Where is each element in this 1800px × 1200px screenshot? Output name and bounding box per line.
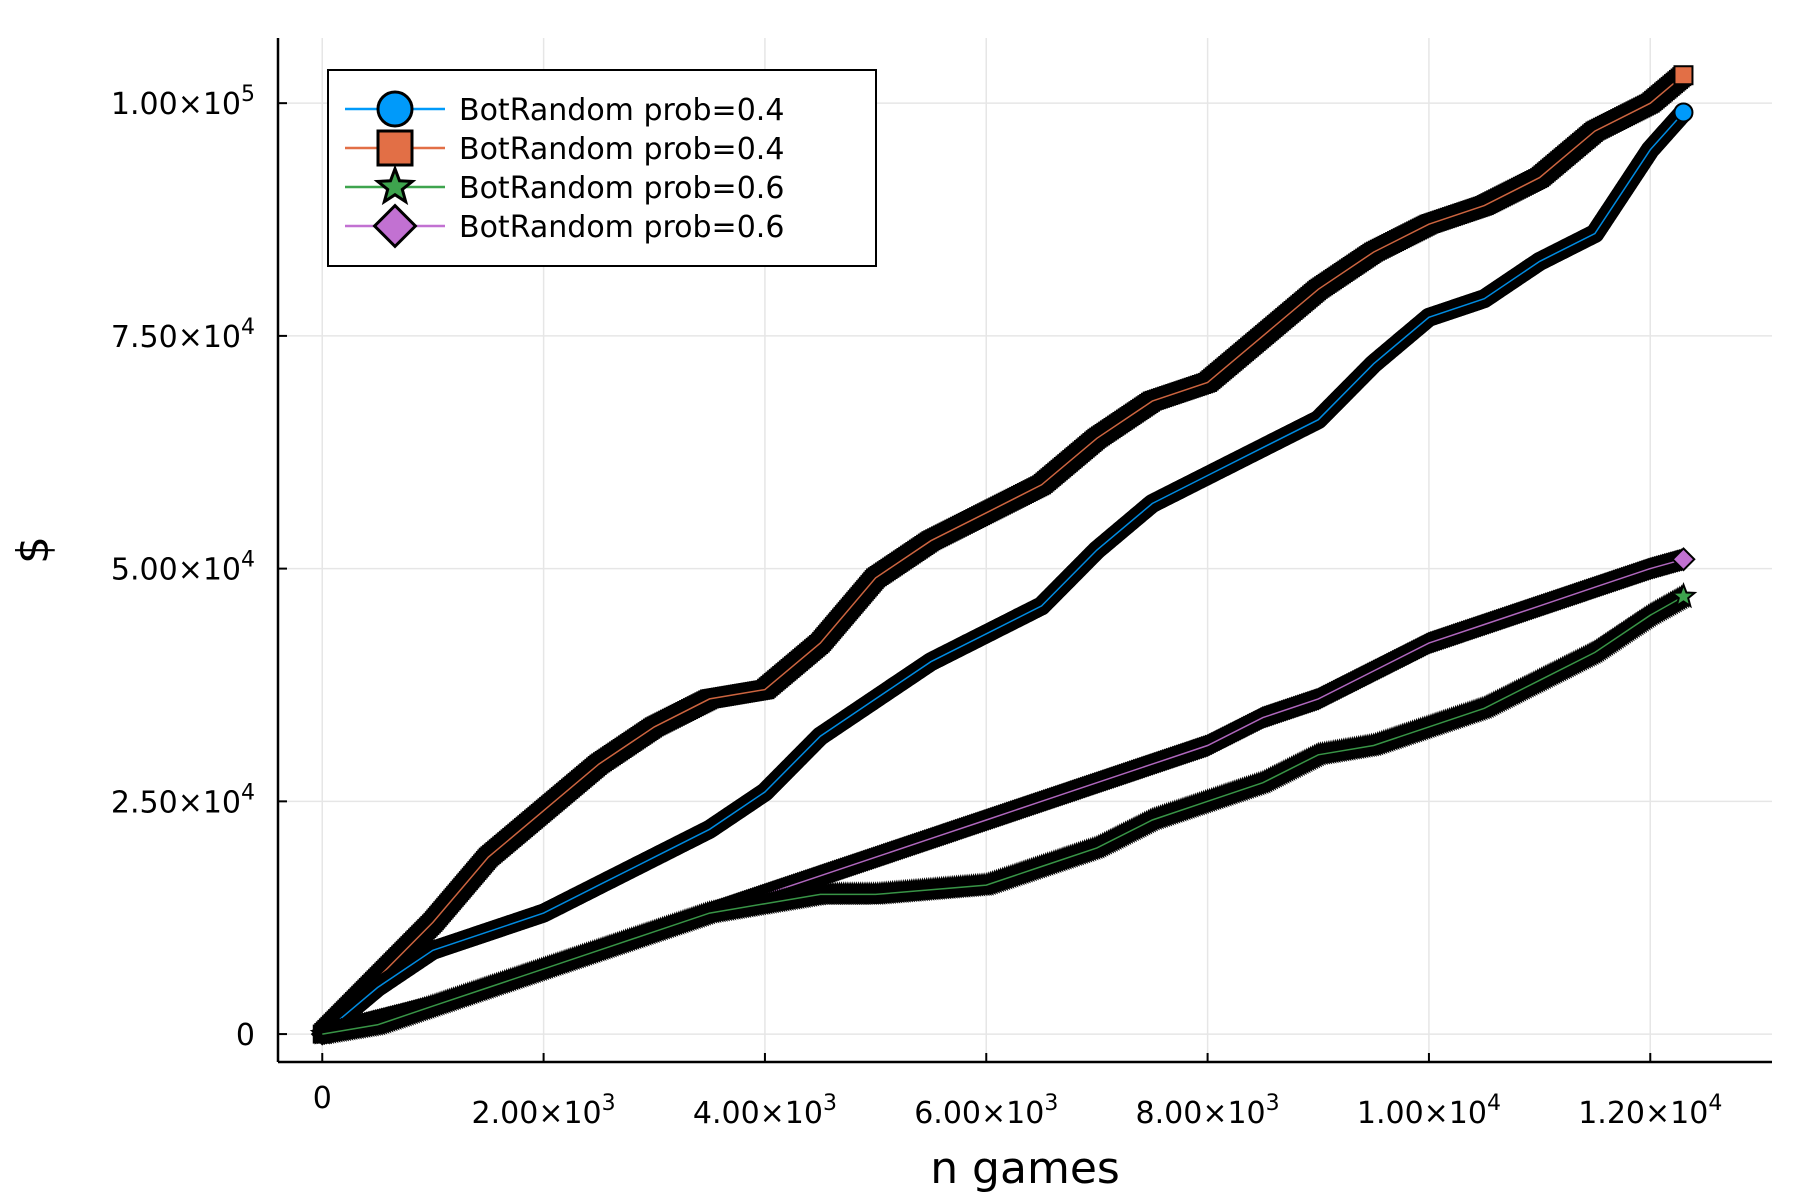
legend: BotRandom prob=0.4 BotRandom prob=0.4 BotR… bbox=[327, 69, 877, 267]
series-end-marker bbox=[1673, 65, 1694, 86]
x-axis-label: n games bbox=[930, 1143, 1120, 1194]
legend-label: BotRandom prob=0.6 bbox=[459, 210, 784, 245]
legend-star-icon bbox=[373, 164, 417, 206]
x-tick-label: 4.00×103 bbox=[693, 1091, 837, 1131]
series-end-marker bbox=[1669, 581, 1698, 609]
series-end-marker bbox=[1673, 102, 1694, 123]
legend-box bbox=[327, 69, 877, 267]
series-3 bbox=[309, 581, 1698, 1045]
series-1 bbox=[312, 102, 1694, 1044]
x-tick-label: 2.00×103 bbox=[472, 1091, 616, 1131]
x-tick-exponent: 4 bbox=[1708, 1091, 1722, 1116]
legend-item: BotRandom prob=0.6 bbox=[345, 203, 784, 249]
legend-label: BotRandom prob=0.4 bbox=[459, 93, 784, 128]
y-tick-exponent: 4 bbox=[241, 548, 255, 573]
series-3-marker-band bbox=[309, 584, 1695, 1045]
x-tick-exponent: 3 bbox=[823, 1091, 837, 1116]
x-tick-label: 1.00×104 bbox=[1357, 1091, 1501, 1131]
legend-square-icon bbox=[376, 129, 414, 167]
legend-diamond-icon bbox=[372, 203, 418, 249]
y-tick-label: 5.00×104 bbox=[111, 548, 255, 588]
legend-item: BotRandom prob=0.6 bbox=[345, 164, 784, 206]
y-tick-label: 0 bbox=[236, 1018, 255, 1053]
x-tick-exponent: 3 bbox=[1266, 1091, 1280, 1116]
y-axis-label: $ bbox=[8, 536, 59, 564]
x-tick-label: 8.00×103 bbox=[1136, 1091, 1280, 1131]
series-line bbox=[321, 74, 1684, 1035]
x-tick-exponent: 3 bbox=[1044, 1091, 1058, 1116]
series-2 bbox=[312, 65, 1694, 1044]
legend-label: BotRandom prob=0.4 bbox=[459, 132, 784, 167]
legend-item: BotRandom prob=0.4 bbox=[345, 90, 784, 128]
legend-label: BotRandom prob=0.6 bbox=[459, 171, 784, 206]
x-tick-label: 0 bbox=[313, 1081, 332, 1116]
y-tick-exponent: 4 bbox=[241, 780, 255, 805]
tick-labels: 0 2.00×103 4.00×103 6.00×103 8.00×103 1.00×10… bbox=[111, 82, 1722, 1131]
y-tick-exponent: 4 bbox=[241, 315, 255, 340]
x-tick-exponent: 4 bbox=[1487, 1091, 1501, 1116]
axes bbox=[276, 38, 1772, 1064]
legend-item: BotRandom prob=0.4 bbox=[345, 129, 784, 167]
legend-circle-icon bbox=[376, 90, 414, 128]
y-tick-label: 2.50×104 bbox=[111, 780, 255, 820]
series-end-marker bbox=[1671, 547, 1696, 572]
y-tick-exponent: 5 bbox=[241, 82, 255, 107]
series-line bbox=[322, 595, 1684, 1035]
series-layer bbox=[309, 65, 1698, 1046]
y-tick-label: 1.00×105 bbox=[111, 82, 255, 122]
x-tick-exponent: 3 bbox=[602, 1091, 616, 1116]
series-line bbox=[321, 112, 1685, 1035]
x-tick-label: 6.00×103 bbox=[914, 1091, 1058, 1131]
x-tick-label: 1.20×104 bbox=[1578, 1091, 1722, 1131]
y-tick-label: 7.50×104 bbox=[111, 315, 255, 355]
